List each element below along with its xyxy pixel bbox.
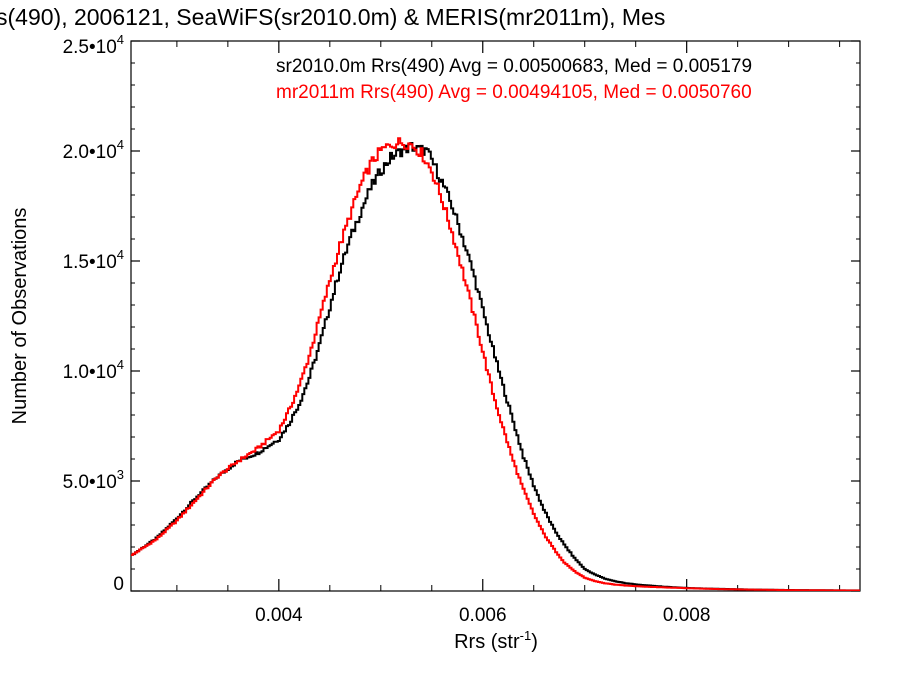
x-tick-label: 0.004 [255, 605, 303, 626]
y-tick-exponent: 4 [117, 137, 124, 152]
y-tick-exponent: 4 [117, 247, 124, 262]
y-tick-mantissa: 1.5•10 [63, 252, 117, 273]
x-axis-label-tail: ) [531, 631, 538, 653]
y-tick-mantissa: 2.0•10 [63, 142, 117, 163]
x-tick-label: 0.006 [459, 605, 507, 626]
x-tick-label: 0.008 [663, 605, 711, 626]
y-tick-mantissa: 0 [113, 574, 124, 595]
y-tick-exponent: 4 [117, 357, 124, 372]
y-tick-mantissa: 5.0•10 [63, 472, 117, 493]
x-axis-ticks: 0.004 0.006 0.008 [176, 41, 841, 626]
x-axis-label-sup: -1 [520, 628, 532, 643]
x-axis-label: Rrs (str-1) [454, 628, 538, 653]
series-line-sr2010 [131, 142, 860, 591]
y-tick-label: 1.0•104 [63, 357, 124, 383]
chart-title: s(490), 2006121, SeaWiFS(sr2010.0m) & ME… [0, 4, 665, 30]
y-tick-label: 0 [113, 574, 124, 595]
x-axis-label-main: Rrs (str [454, 631, 520, 653]
plot-frame [130, 40, 861, 592]
y-axis-label: Number of Observations [9, 208, 31, 425]
y-tick-mantissa: 2.5•10 [63, 37, 117, 58]
y-tick-label: 2.5•104 [63, 32, 124, 58]
series-line-mr2011 [131, 137, 860, 591]
y-tick-exponent: 3 [117, 467, 124, 482]
series-layer [131, 137, 860, 591]
legend-entry-sr2010: sr2010.0m Rrs(490) Avg = 0.00500683, Med… [276, 56, 752, 77]
y-tick-mantissa: 1.0•10 [63, 362, 117, 383]
y-tick-exponent: 4 [117, 32, 124, 47]
legend-entry-mr2011: mr2011m Rrs(490) Avg = 0.00494105, Med =… [276, 82, 752, 103]
y-tick-label: 5.0•103 [63, 467, 124, 493]
y-tick-label: 2.0•104 [63, 137, 124, 163]
y-tick-label: 1.5•104 [63, 247, 124, 273]
